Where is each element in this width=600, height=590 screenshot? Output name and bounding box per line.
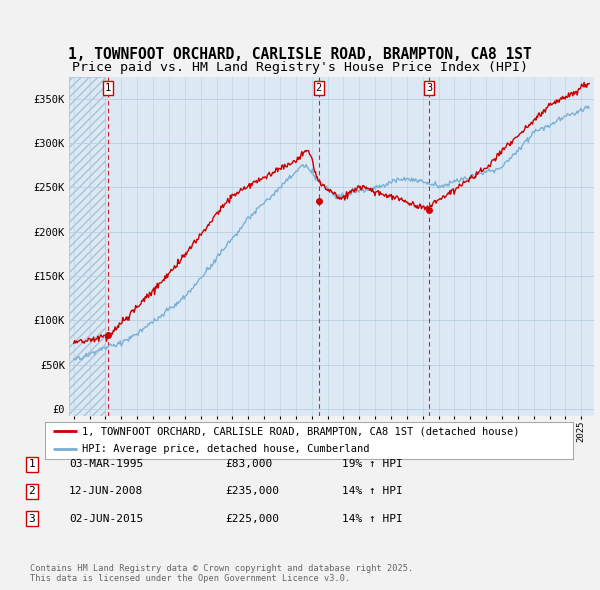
Text: Contains HM Land Registry data © Crown copyright and database right 2025.
This d: Contains HM Land Registry data © Crown c… — [30, 563, 413, 583]
Text: 03-MAR-1995: 03-MAR-1995 — [69, 460, 143, 469]
Text: HPI: Average price, detached house, Cumberland: HPI: Average price, detached house, Cumb… — [82, 444, 370, 454]
Text: 1: 1 — [28, 460, 35, 469]
Text: 19% ↑ HPI: 19% ↑ HPI — [342, 460, 403, 469]
Text: £83,000: £83,000 — [225, 460, 272, 469]
Text: 02-JUN-2015: 02-JUN-2015 — [69, 514, 143, 523]
Text: 1, TOWNFOOT ORCHARD, CARLISLE ROAD, BRAMPTON, CA8 1ST: 1, TOWNFOOT ORCHARD, CARLISLE ROAD, BRAM… — [68, 47, 532, 62]
Text: 14% ↑ HPI: 14% ↑ HPI — [342, 487, 403, 496]
Text: 2: 2 — [28, 487, 35, 496]
Text: £225,000: £225,000 — [225, 514, 279, 523]
Text: 14% ↑ HPI: 14% ↑ HPI — [342, 514, 403, 523]
Text: 3: 3 — [426, 83, 433, 93]
Text: £235,000: £235,000 — [225, 487, 279, 496]
Text: 1: 1 — [105, 83, 112, 93]
Text: 12-JUN-2008: 12-JUN-2008 — [69, 487, 143, 496]
Text: Price paid vs. HM Land Registry's House Price Index (HPI): Price paid vs. HM Land Registry's House … — [72, 61, 528, 74]
Bar — [69, 77, 106, 416]
Text: 3: 3 — [28, 514, 35, 523]
Text: 1, TOWNFOOT ORCHARD, CARLISLE ROAD, BRAMPTON, CA8 1ST (detached house): 1, TOWNFOOT ORCHARD, CARLISLE ROAD, BRAM… — [82, 426, 520, 436]
Text: 2: 2 — [316, 83, 322, 93]
